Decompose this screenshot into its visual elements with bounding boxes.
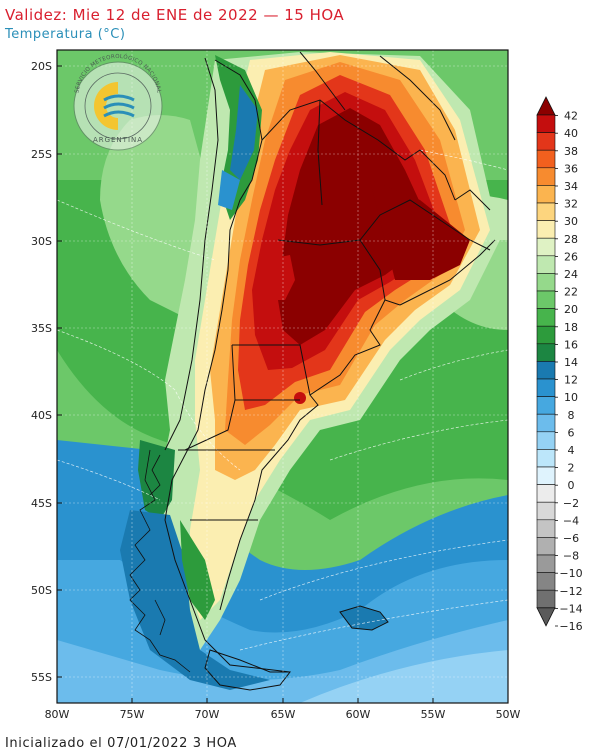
colorbar-segment (536, 132, 556, 151)
colorbar-label: 6 (568, 426, 575, 439)
colorbar-label: 26 (564, 250, 578, 263)
lon-label: 60W (346, 708, 371, 721)
colorbar-segment (536, 396, 556, 415)
colorbar-label: 38 (564, 145, 578, 158)
lon-label: 50W (496, 708, 521, 721)
lat-label: 40S (31, 409, 52, 422)
lon-label: 55W (421, 708, 446, 721)
logo-bottom-text: ARGENTINA (93, 136, 143, 144)
lon-label: 80W (45, 708, 70, 721)
temperature-field (57, 50, 508, 703)
longitude-labels: 80W 75W 70W 65W 60W 55W 50W (45, 708, 521, 721)
colorbar-segment (536, 308, 556, 327)
colorbar-segment (536, 413, 556, 433)
colorbar-min-arrow (536, 607, 556, 627)
colorbar-label: 20 (564, 303, 578, 316)
colorbar-label: −10 (559, 567, 582, 580)
colorbar-segment (536, 202, 556, 221)
colorbar-label: −6 (563, 532, 579, 545)
colorbar-label: −16 (559, 620, 582, 633)
lat-label: 45S (31, 497, 52, 510)
colorbar-label: −2 (563, 497, 579, 510)
colorbar-segment (536, 519, 556, 538)
colorbar-label: 36 (564, 162, 578, 175)
colorbar-segment (536, 572, 556, 591)
colorbar-label: 30 (564, 215, 578, 228)
colorbar-label: −4 (563, 514, 579, 527)
colorbar-segment (536, 343, 556, 362)
colorbar-segment (536, 290, 556, 309)
colorbar-label: 40 (564, 127, 578, 140)
colorbar-segment (536, 167, 556, 186)
colorbar-segment (536, 185, 556, 204)
lon-label: 70W (195, 708, 220, 721)
map-subtitle: Temperatura (°C) (5, 27, 126, 42)
colorbar-label: 4 (568, 444, 575, 457)
colorbar-segment (536, 378, 556, 397)
colorbar-label: −14 (559, 602, 582, 615)
colorbar-legend: 424038363432302826242220181614121086420−… (536, 96, 583, 633)
colorbar-max-arrow (536, 96, 556, 116)
colorbar-label: 18 (564, 321, 578, 334)
map-title: Validez: Mie 12 de ENE de 2022 — 15 HOA (5, 6, 345, 24)
colorbar-label: 2 (568, 462, 575, 475)
lat-label: 55S (31, 671, 52, 684)
colorbar-label: 8 (568, 409, 575, 422)
colorbar-segment (536, 273, 556, 292)
lat-label: 50S (31, 584, 52, 597)
colorbar-label: 12 (564, 374, 578, 387)
smn-logo: SERVICIO METEOROLÓGICO NACIONAL ARGENTIN… (73, 53, 163, 151)
colorbar-segment (536, 255, 556, 274)
lat-label: 30S (31, 235, 52, 248)
lat-label: 25S (31, 148, 52, 161)
init-timestamp: Inicializado el 07/01/2022 3 HOA (5, 736, 237, 751)
latitude-labels: 20S 25S 30S 35S 40S 45S 50S 55S (31, 60, 52, 684)
colorbar-segment (536, 220, 556, 239)
colorbar-segment (536, 237, 556, 257)
colorbar-label: 42 (564, 110, 578, 123)
colorbar-label: 28 (564, 233, 578, 246)
colorbar-label: −8 (563, 550, 579, 563)
lat-label: 20S (31, 60, 52, 73)
colorbar-segment (536, 431, 556, 450)
colorbar-label: 10 (564, 391, 578, 404)
colorbar-label: 0 (568, 479, 575, 492)
colorbar-segment (536, 114, 556, 133)
colorbar-segment (536, 149, 556, 169)
colorbar-label: 14 (564, 356, 578, 369)
colorbar-segment (536, 449, 556, 468)
colorbar-label: 34 (564, 180, 578, 193)
colorbar-segment (536, 361, 556, 380)
colorbar-label: 24 (564, 268, 578, 281)
colorbar-label: −12 (559, 585, 582, 598)
colorbar-segment (536, 325, 556, 345)
colorbar-label: 32 (564, 198, 578, 211)
colorbar-segment (536, 537, 556, 556)
colorbar-segment (536, 589, 556, 609)
colorbar-label: 22 (564, 286, 578, 299)
colorbar-segment (536, 501, 556, 521)
lon-label: 75W (120, 708, 145, 721)
colorbar-segment (536, 466, 556, 485)
lat-label: 35S (31, 322, 52, 335)
colorbar-segment (536, 484, 556, 503)
colorbar-segment (536, 554, 556, 573)
colorbar-label: 16 (564, 338, 578, 351)
lon-label: 65W (271, 708, 296, 721)
